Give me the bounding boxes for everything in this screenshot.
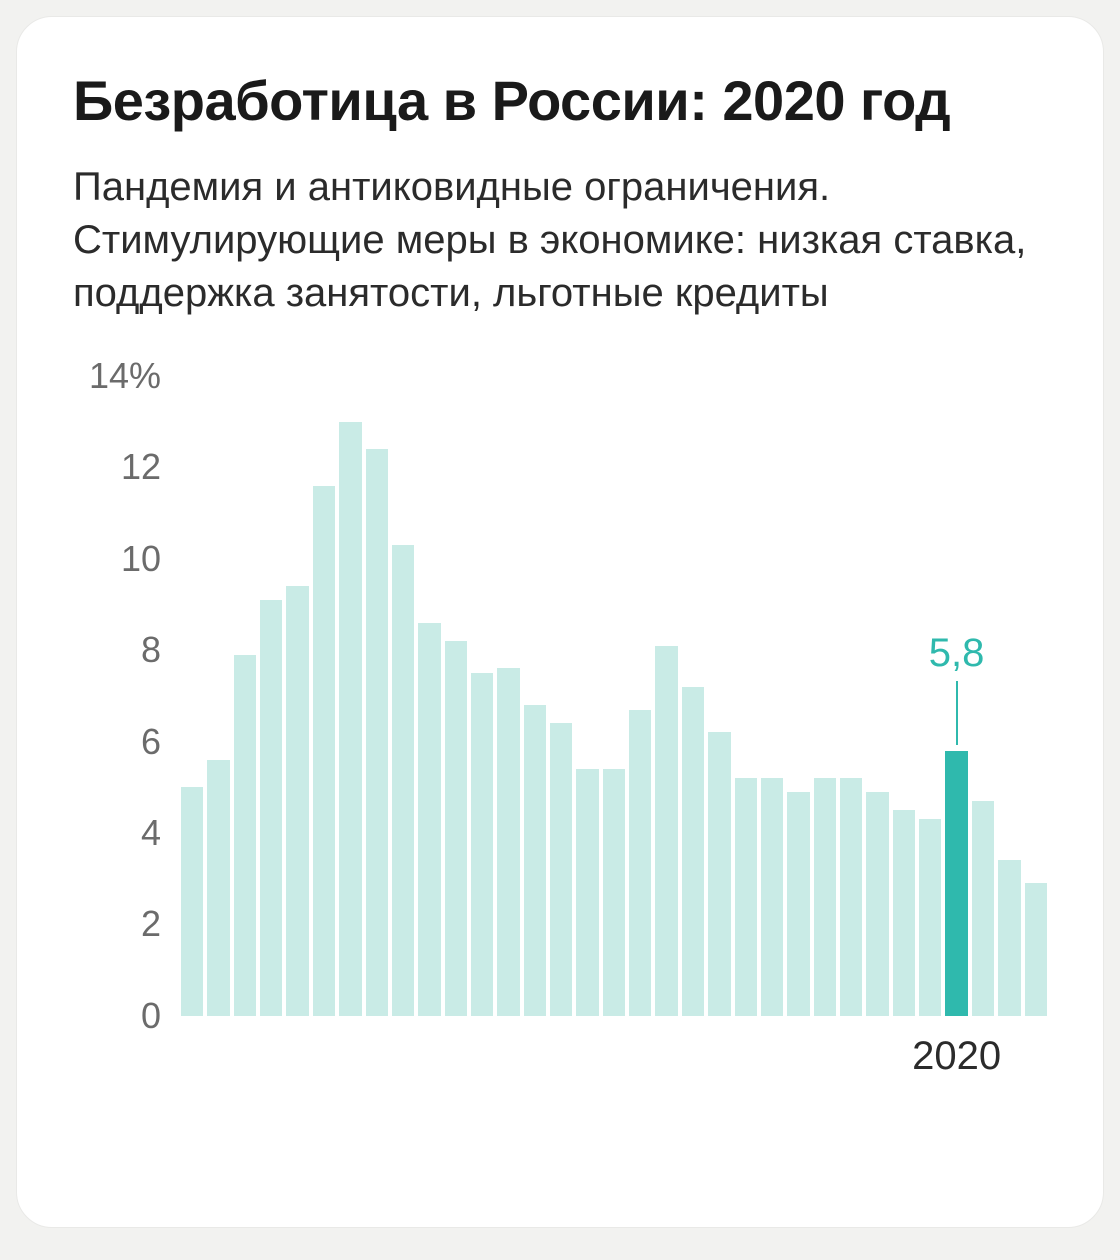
bar-highlight [945,751,967,1016]
baseline [181,1015,1047,1016]
y-tick-label: 14% [89,355,161,397]
bar [366,449,388,1016]
bar [972,801,994,1016]
bar [181,787,203,1016]
chart-card: Безработица в России: 2020 год Пандемия … [16,16,1104,1228]
chart-area: 02468101214% 5,82020 [73,376,1047,1016]
y-tick-label: 10 [121,538,161,580]
y-tick-label: 8 [141,629,161,671]
bar [524,705,546,1016]
callout-label: 5,8 [929,631,985,676]
bar [603,769,625,1016]
bars-container [181,376,1047,1016]
bar [260,600,282,1016]
bar [893,810,915,1016]
bar [1025,883,1047,1016]
x-axis-label: 2020 [912,1034,1001,1079]
bar [814,778,836,1016]
y-tick-label: 6 [141,721,161,763]
y-tick-label: 0 [141,995,161,1037]
bar [919,819,941,1016]
bar [339,422,361,1016]
bar [497,668,519,1015]
bar [471,673,493,1016]
y-tick-label: 2 [141,903,161,945]
bar [682,687,704,1016]
y-axis-labels: 02468101214% [73,376,173,1016]
bar [629,710,651,1016]
bar [787,792,809,1016]
chart-title: Безработица в России: 2020 год [73,69,1047,133]
bar [418,623,440,1016]
callout-line [956,681,958,745]
chart-subtitle: Пандемия и антиковидные ограничения. Сти… [73,161,1047,319]
bar [840,778,862,1016]
bar [708,732,730,1015]
bar [234,655,256,1016]
bar [866,792,888,1016]
bar [998,860,1020,1015]
bar [655,646,677,1016]
bar [207,760,229,1016]
y-tick-label: 4 [141,812,161,854]
bar [286,586,308,1016]
bar [392,545,414,1016]
y-tick-label: 12 [121,446,161,488]
bar [550,723,572,1016]
bar [445,641,467,1016]
bar [313,486,335,1016]
bar [761,778,783,1016]
bar [576,769,598,1016]
bar [735,778,757,1016]
plot-area: 5,82020 [181,376,1047,1016]
